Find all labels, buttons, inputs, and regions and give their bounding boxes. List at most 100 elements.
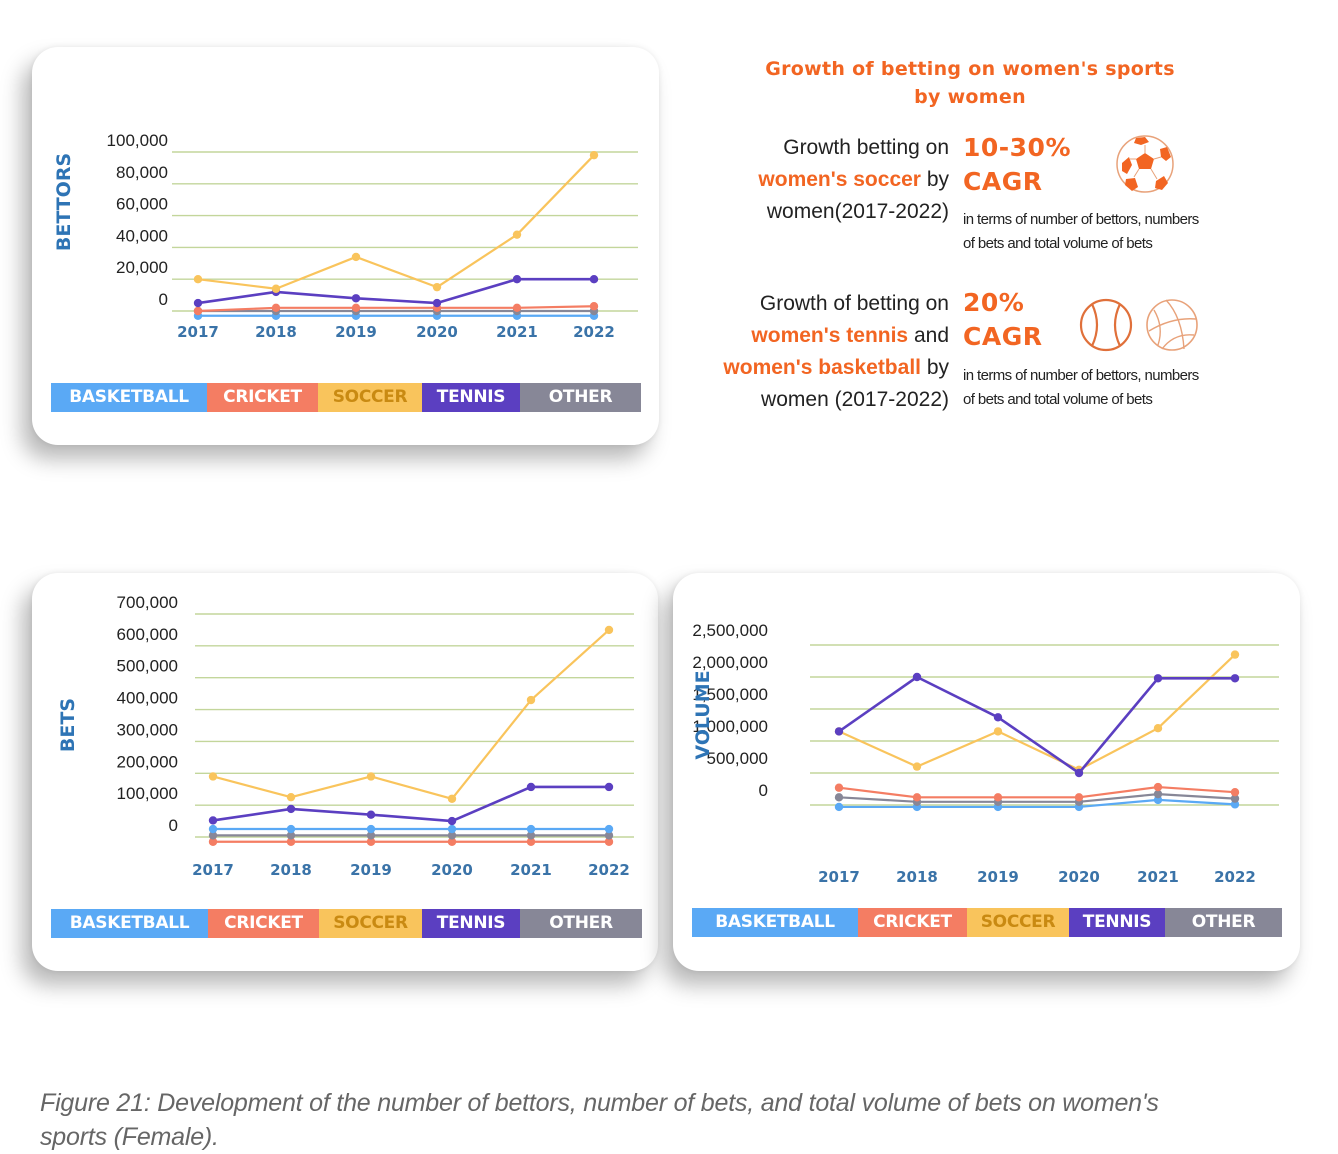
soccer-cagr-value: 10-30% CAGR	[963, 131, 1071, 199]
legend-item-tennis: TENNIS	[422, 909, 520, 938]
data-point-other	[1153, 789, 1163, 799]
data-point-cricket	[604, 837, 614, 846]
tennis-growth-line-3: women's basketball by	[690, 352, 949, 384]
legend-item-basketball: BASKETBALL	[51, 909, 208, 938]
y-tick-label: 400,000	[117, 689, 178, 708]
data-point-basketball	[1153, 795, 1163, 805]
data-point-soccer	[589, 150, 599, 160]
x-tick-label: 2019	[977, 868, 1019, 886]
bettors-line-chart: 0 20,000 40,000 60,000 80,000 100,000 2017 2018…	[53, 131, 638, 341]
x-tick-label: 2020	[416, 323, 458, 341]
legend-item-cricket: CRICKET	[207, 383, 318, 412]
tennis-cagr-label: CAGR	[963, 322, 1043, 351]
infographic-headline: Growth of betting on women's sports by w…	[700, 55, 1240, 111]
y-axis-title: BETTORS	[53, 153, 75, 251]
y-tick-label: 1,500,000	[692, 685, 768, 704]
x-tick-label: 2019	[335, 323, 377, 341]
data-point-tennis	[604, 782, 614, 792]
data-point-basketball	[366, 824, 376, 834]
data-point-tennis	[366, 810, 376, 819]
data-point-cricket	[208, 837, 218, 846]
legend-item-other: OTHER	[520, 909, 642, 938]
data-point-cricket	[447, 837, 457, 846]
data-point-soccer	[993, 727, 1003, 736]
volume-line-chart: 0 500,000 1,000,000 1,500,000 2,000,000 2,500…	[692, 621, 1279, 886]
legend-item-basketball: BASKETBALL	[51, 383, 207, 412]
data-point-cricket	[1153, 782, 1163, 792]
series-line-other	[838, 793, 1236, 803]
soccer-growth-line-2: women's soccer by	[690, 164, 949, 196]
x-tick-label: 2017	[177, 323, 219, 341]
data-point-cricket	[512, 303, 522, 313]
soccer-growth-line-3: women(2017-2022)	[766, 200, 949, 223]
y-tick-label: 60,000	[116, 195, 168, 214]
y-tick-label: 700,000	[117, 593, 178, 612]
data-point-tennis	[208, 816, 218, 825]
data-point-soccer	[271, 284, 281, 293]
soccer-growth-description: Growth betting on women's soccer by wome…	[690, 132, 949, 228]
bets-line-chart: 0 100,000 200,000 300,000 400,000 500,000 600,…	[57, 593, 634, 879]
data-point-soccer	[447, 794, 457, 803]
y-tick-label: 300,000	[117, 720, 178, 739]
volume-legend: BASKETBALL CRICKET SOCCER TENNIS OTHER	[692, 908, 1282, 937]
x-tick-label: 2020	[1058, 868, 1100, 886]
data-point-cricket	[912, 793, 922, 802]
data-point-other	[834, 793, 844, 802]
series-tennis	[208, 782, 614, 826]
y-tick-label: 1,000,000	[692, 717, 768, 736]
series-tennis	[193, 275, 599, 308]
data-point-basketball	[447, 824, 457, 834]
y-tick-label: 0	[159, 290, 168, 309]
legend-item-tennis: TENNIS	[1069, 908, 1165, 937]
data-point-other	[208, 831, 218, 840]
x-tick-label: 2018	[270, 861, 312, 879]
series-cricket	[834, 782, 1240, 802]
tennis-growth-line-3-rest: by	[920, 356, 949, 379]
series-line-basketball	[839, 798, 1236, 809]
series-line-tennis	[838, 675, 1235, 775]
basketball-highlight: women's basketball	[723, 356, 921, 379]
data-point-basketball	[1230, 800, 1240, 809]
tennis-cagr-value: 20% CAGR	[963, 286, 1042, 354]
series-line-soccer	[197, 154, 595, 290]
volume-chart-card: 0 500,000 1,000,000 1,500,000 2,000,000 2,500…	[673, 573, 1300, 971]
data-point-tennis	[1153, 674, 1163, 683]
data-point-cricket	[993, 793, 1003, 802]
y-tick-label: 100,000	[117, 784, 178, 803]
legend-item-soccer: SOCCER	[318, 383, 422, 412]
x-tick-label: 2018	[896, 868, 938, 886]
data-point-soccer	[512, 230, 522, 239]
bettors-chart-card: 0 20,000 40,000 60,000 80,000 100,000 2017 2018…	[32, 47, 659, 445]
x-tick-label: 2019	[350, 861, 392, 879]
y-axis-title: BETS	[57, 698, 79, 752]
series-soccer	[834, 650, 1240, 774]
data-point-other	[366, 831, 376, 840]
tennis-growth-line-2-rest: and	[908, 324, 949, 347]
data-point-cricket	[589, 302, 599, 311]
basketball-icon	[1146, 299, 1198, 351]
data-point-tennis	[512, 275, 522, 284]
data-point-soccer	[1153, 724, 1163, 733]
data-point-cricket	[1074, 793, 1084, 802]
data-point-tennis	[993, 713, 1003, 722]
data-point-soccer	[1230, 650, 1240, 659]
data-point-cricket	[286, 837, 296, 846]
data-point-other	[526, 831, 536, 840]
series-line-soccer	[212, 629, 610, 800]
legend-item-soccer: SOCCER	[967, 908, 1069, 937]
soccer-ball-icon	[1116, 135, 1174, 193]
y-tick-label: 0	[759, 781, 768, 800]
data-point-soccer	[604, 625, 614, 635]
data-point-basketball	[208, 824, 218, 834]
legend-item-soccer: SOCCER	[319, 909, 422, 938]
soccer-note-line-1: in terms of number of bettors, numbers	[963, 211, 1199, 228]
data-point-cricket	[834, 783, 844, 792]
data-point-tennis	[351, 294, 361, 303]
series-line-tennis	[197, 277, 594, 305]
series-line-tennis	[212, 785, 609, 823]
data-point-tennis	[1230, 674, 1240, 683]
data-point-basketball	[604, 824, 614, 834]
tennis-note-line-1: in terms of number of bettors, numbers	[963, 367, 1199, 384]
tennis-growth-line-4: women (2017-2022)	[761, 388, 949, 411]
headline-line-1: Growth of betting on women's sports	[765, 58, 1175, 80]
